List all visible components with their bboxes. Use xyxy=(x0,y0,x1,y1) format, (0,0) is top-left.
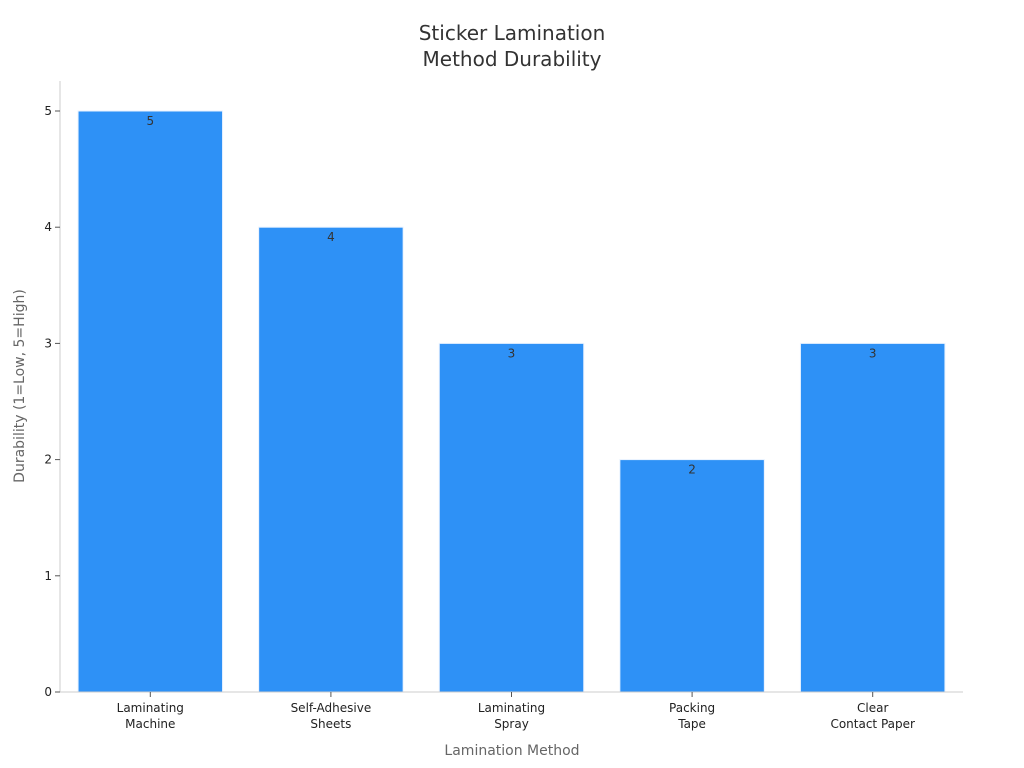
data-label-3: 2 xyxy=(688,463,696,477)
data-label-4: 3 xyxy=(869,346,877,360)
y-tick-label-1: 1 xyxy=(44,569,52,583)
bar-4 xyxy=(799,342,946,693)
y-axis-label: Durability (1=Low, 5=High) xyxy=(12,289,28,483)
x-tick-label-4-line-0: Clear xyxy=(857,701,888,715)
x-tick-label-0-line-0: Laminating xyxy=(117,701,184,715)
x-axis-label: Lamination Method xyxy=(444,743,579,759)
bar-3 xyxy=(619,459,765,693)
x-tick-label-1: Self-Adhesive Sheets xyxy=(291,701,372,731)
bars-group: 5 4 3 2 3 xyxy=(77,110,946,693)
y-tick-label-3: 3 xyxy=(44,336,52,350)
x-tick-label-2: Laminating Spray xyxy=(478,701,545,731)
y-axis: 0 1 2 3 4 5 xyxy=(44,81,61,699)
data-label-2: 3 xyxy=(508,346,516,360)
x-tick-label-3-line-1: Tape xyxy=(677,717,706,731)
x-tick-label-4-line-1: Contact Paper xyxy=(830,717,915,731)
x-tick-label-0-line-1: Machine xyxy=(125,717,175,731)
x-tick-label-2-line-0: Laminating xyxy=(478,701,545,715)
y-tick-label-5: 5 xyxy=(44,104,52,118)
x-tick-label-0: Laminating Machine xyxy=(117,701,184,731)
x-tick-label-1-line-0: Self-Adhesive xyxy=(291,701,372,715)
chart-title-line-1: Sticker Lamination xyxy=(419,21,606,45)
x-tick-label-4: Clear Contact Paper xyxy=(830,701,915,731)
y-tick-label-4: 4 xyxy=(44,220,52,234)
y-tick-label-0: 0 xyxy=(44,685,52,699)
bar-1 xyxy=(258,226,404,693)
data-label-1: 4 xyxy=(327,230,335,244)
bar-0 xyxy=(77,110,224,693)
x-tick-label-2-line-1: Spray xyxy=(494,717,529,731)
chart-title-line-2: Method Durability xyxy=(423,47,602,71)
x-tick-label-1-line-1: Sheets xyxy=(310,717,351,731)
bar-2 xyxy=(438,342,585,693)
x-tick-label-3-line-0: Packing xyxy=(669,701,715,715)
data-label-0: 5 xyxy=(146,114,154,128)
x-axis: Laminating Machine Self-Adhesive Sheets Lami… xyxy=(60,691,963,731)
y-tick-label-2: 2 xyxy=(44,453,52,467)
x-tick-label-3: Packing Tape xyxy=(669,701,715,731)
